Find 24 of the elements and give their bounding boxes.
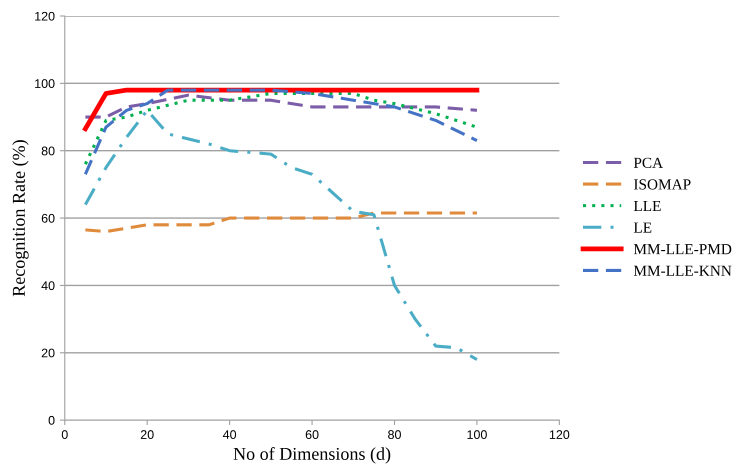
x-tick-label: 20 — [140, 430, 154, 440]
legend-label: LLE — [634, 200, 661, 211]
x-tick-label: 120 — [550, 430, 570, 440]
y-tick-label: 0 — [48, 416, 55, 425]
y-tick-label: 100 — [35, 79, 55, 88]
y-axis-title: Recognition Rate (%) — [12, 140, 29, 296]
line-series — [84, 211, 478, 234]
y-tick-label: 60 — [42, 214, 55, 223]
x-tick-label: 60 — [306, 430, 319, 440]
x-tick-label: 0 — [62, 430, 68, 440]
y-tick-label: 120 — [35, 12, 55, 21]
legend-label: ISOMAP — [634, 179, 691, 190]
legend-label: MM-LLE-PMD — [634, 244, 732, 254]
legend-label: PCA — [634, 158, 664, 168]
x-tick-label: 100 — [467, 430, 487, 440]
y-tick-label: 20 — [42, 348, 55, 358]
line-series — [84, 94, 478, 119]
legend-label: LE — [634, 222, 652, 233]
x-tick-label: 40 — [222, 430, 236, 440]
y-tick-label: 40 — [41, 281, 55, 290]
y-tick-label: 80 — [42, 146, 55, 156]
x-tick-label: 80 — [388, 430, 401, 440]
x-axis-title: No of Dimensions (d) — [234, 447, 390, 464]
legend-label: MM-LLE-KNN — [634, 266, 732, 276]
